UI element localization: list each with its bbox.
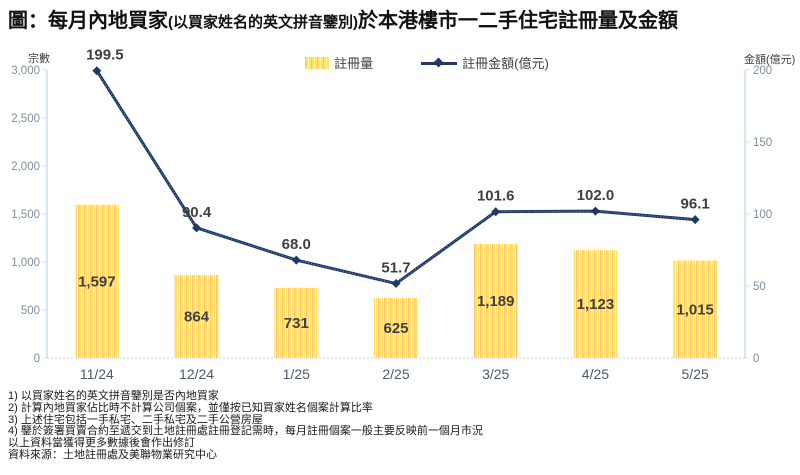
- left-axis-tick-label: 3,000: [11, 65, 40, 77]
- bar-value-label: 1,189: [477, 293, 515, 310]
- line-value-label: 102.0: [577, 187, 615, 204]
- left-axis-tick-label: 0: [34, 353, 40, 365]
- line-value-label: 96.1: [681, 196, 710, 213]
- bar-value-label: 1,597: [78, 273, 116, 290]
- footnote-source: 資料來源：土地註冊處及美聯物業研究中心: [8, 448, 217, 461]
- bar-value-label: 864: [184, 309, 210, 326]
- line-marker-diamond: [291, 255, 301, 265]
- bar: [274, 287, 319, 358]
- x-axis-label: 1/25: [283, 366, 310, 382]
- line-marker-diamond: [92, 66, 102, 76]
- chart-title-main: 圖：每月內地買家: [8, 10, 168, 32]
- line-marker-diamond: [391, 279, 401, 289]
- bar: [473, 243, 518, 358]
- bar: [174, 275, 219, 358]
- right-axis-tick-label: 0: [753, 353, 759, 365]
- line-marker-diamond: [690, 215, 700, 225]
- bar-value-label: 1,123: [577, 296, 615, 313]
- footnotes: 1) 以買家姓名的英文拼音鑒別是否內地買家 2) 計算內地買家佔比時不計算公司個…: [8, 390, 792, 462]
- left-axis-tick-label: 2,500: [11, 113, 40, 125]
- left-axis-title: 宗數: [28, 53, 50, 65]
- x-axis-label: 5/25: [682, 366, 709, 382]
- footnote-2: 2) 計算內地買家佔比時不計算公司個案，並僅按已知買家姓名個案計算比率: [8, 401, 373, 414]
- right-axis-tick-label: 200: [753, 65, 772, 77]
- bar: [573, 250, 618, 358]
- line-marker-diamond: [491, 207, 501, 217]
- footnote-3: 3) 上述住宅包括一手私宅、二手私宅及二手公營房屋: [8, 413, 263, 426]
- line-marker-diamond: [192, 223, 202, 233]
- x-axis-label: 12/24: [179, 366, 214, 382]
- footnote-4: 4) 鑒於簽署買賣合約至遞交到土地註冊處註冊登記需時，每月註冊個案一般主要反映前…: [8, 425, 483, 438]
- left-axis-tick-label: 1,000: [11, 257, 40, 269]
- line-value-label: 90.4: [182, 204, 212, 221]
- bar-value-label: 731: [284, 315, 309, 332]
- chart-title-note: (以買家姓名的英文拼音鑒別): [168, 14, 358, 31]
- chart-title: 圖：每月內地買家(以買家姓名的英文拼音鑒別)於本港樓市一二手住宅註冊量及金額: [8, 4, 800, 33]
- footnote-revision: 以上資料當獲得更多數據後會作出修訂: [8, 437, 195, 450]
- bar: [673, 260, 718, 358]
- line-value-label: 51.7: [381, 260, 410, 277]
- bar-value-label: 625: [383, 320, 408, 337]
- x-axis-label: 3/25: [482, 366, 509, 382]
- bar: [374, 298, 418, 358]
- x-axis-label: 11/24: [80, 366, 114, 382]
- bar: [74, 204, 119, 358]
- line-value-label: 199.5: [86, 47, 124, 64]
- combo-chart: 0 500 1,000 1,500 2,000 2,500 3,000 0 50 100 150 20…: [11, 47, 772, 382]
- line-value-label: 68.0: [282, 236, 311, 253]
- right-axis-tick-label: 50: [753, 281, 766, 293]
- chart-title-main2: 於本港樓市一二手住宅註冊量及金額: [358, 10, 678, 32]
- left-axis-tick-label: 1,500: [11, 209, 40, 221]
- footnote-1: 1) 以買家姓名的英文拼音鑒別是否內地買家: [8, 390, 219, 402]
- line-value-label: 101.6: [477, 188, 515, 205]
- right-axis-tick-label: 150: [753, 137, 772, 149]
- left-axis-tick-label: 500: [21, 305, 40, 317]
- line-marker-diamond: [590, 206, 600, 216]
- x-axis-label: 2/25: [382, 366, 409, 382]
- right-axis-title: 金額(億元): [744, 54, 796, 66]
- left-axis-tick-label: 2,000: [11, 161, 40, 173]
- x-axis-label: 4/25: [582, 366, 609, 382]
- bar-value-label: 1,015: [676, 301, 714, 318]
- right-axis-tick-label: 100: [753, 209, 772, 221]
